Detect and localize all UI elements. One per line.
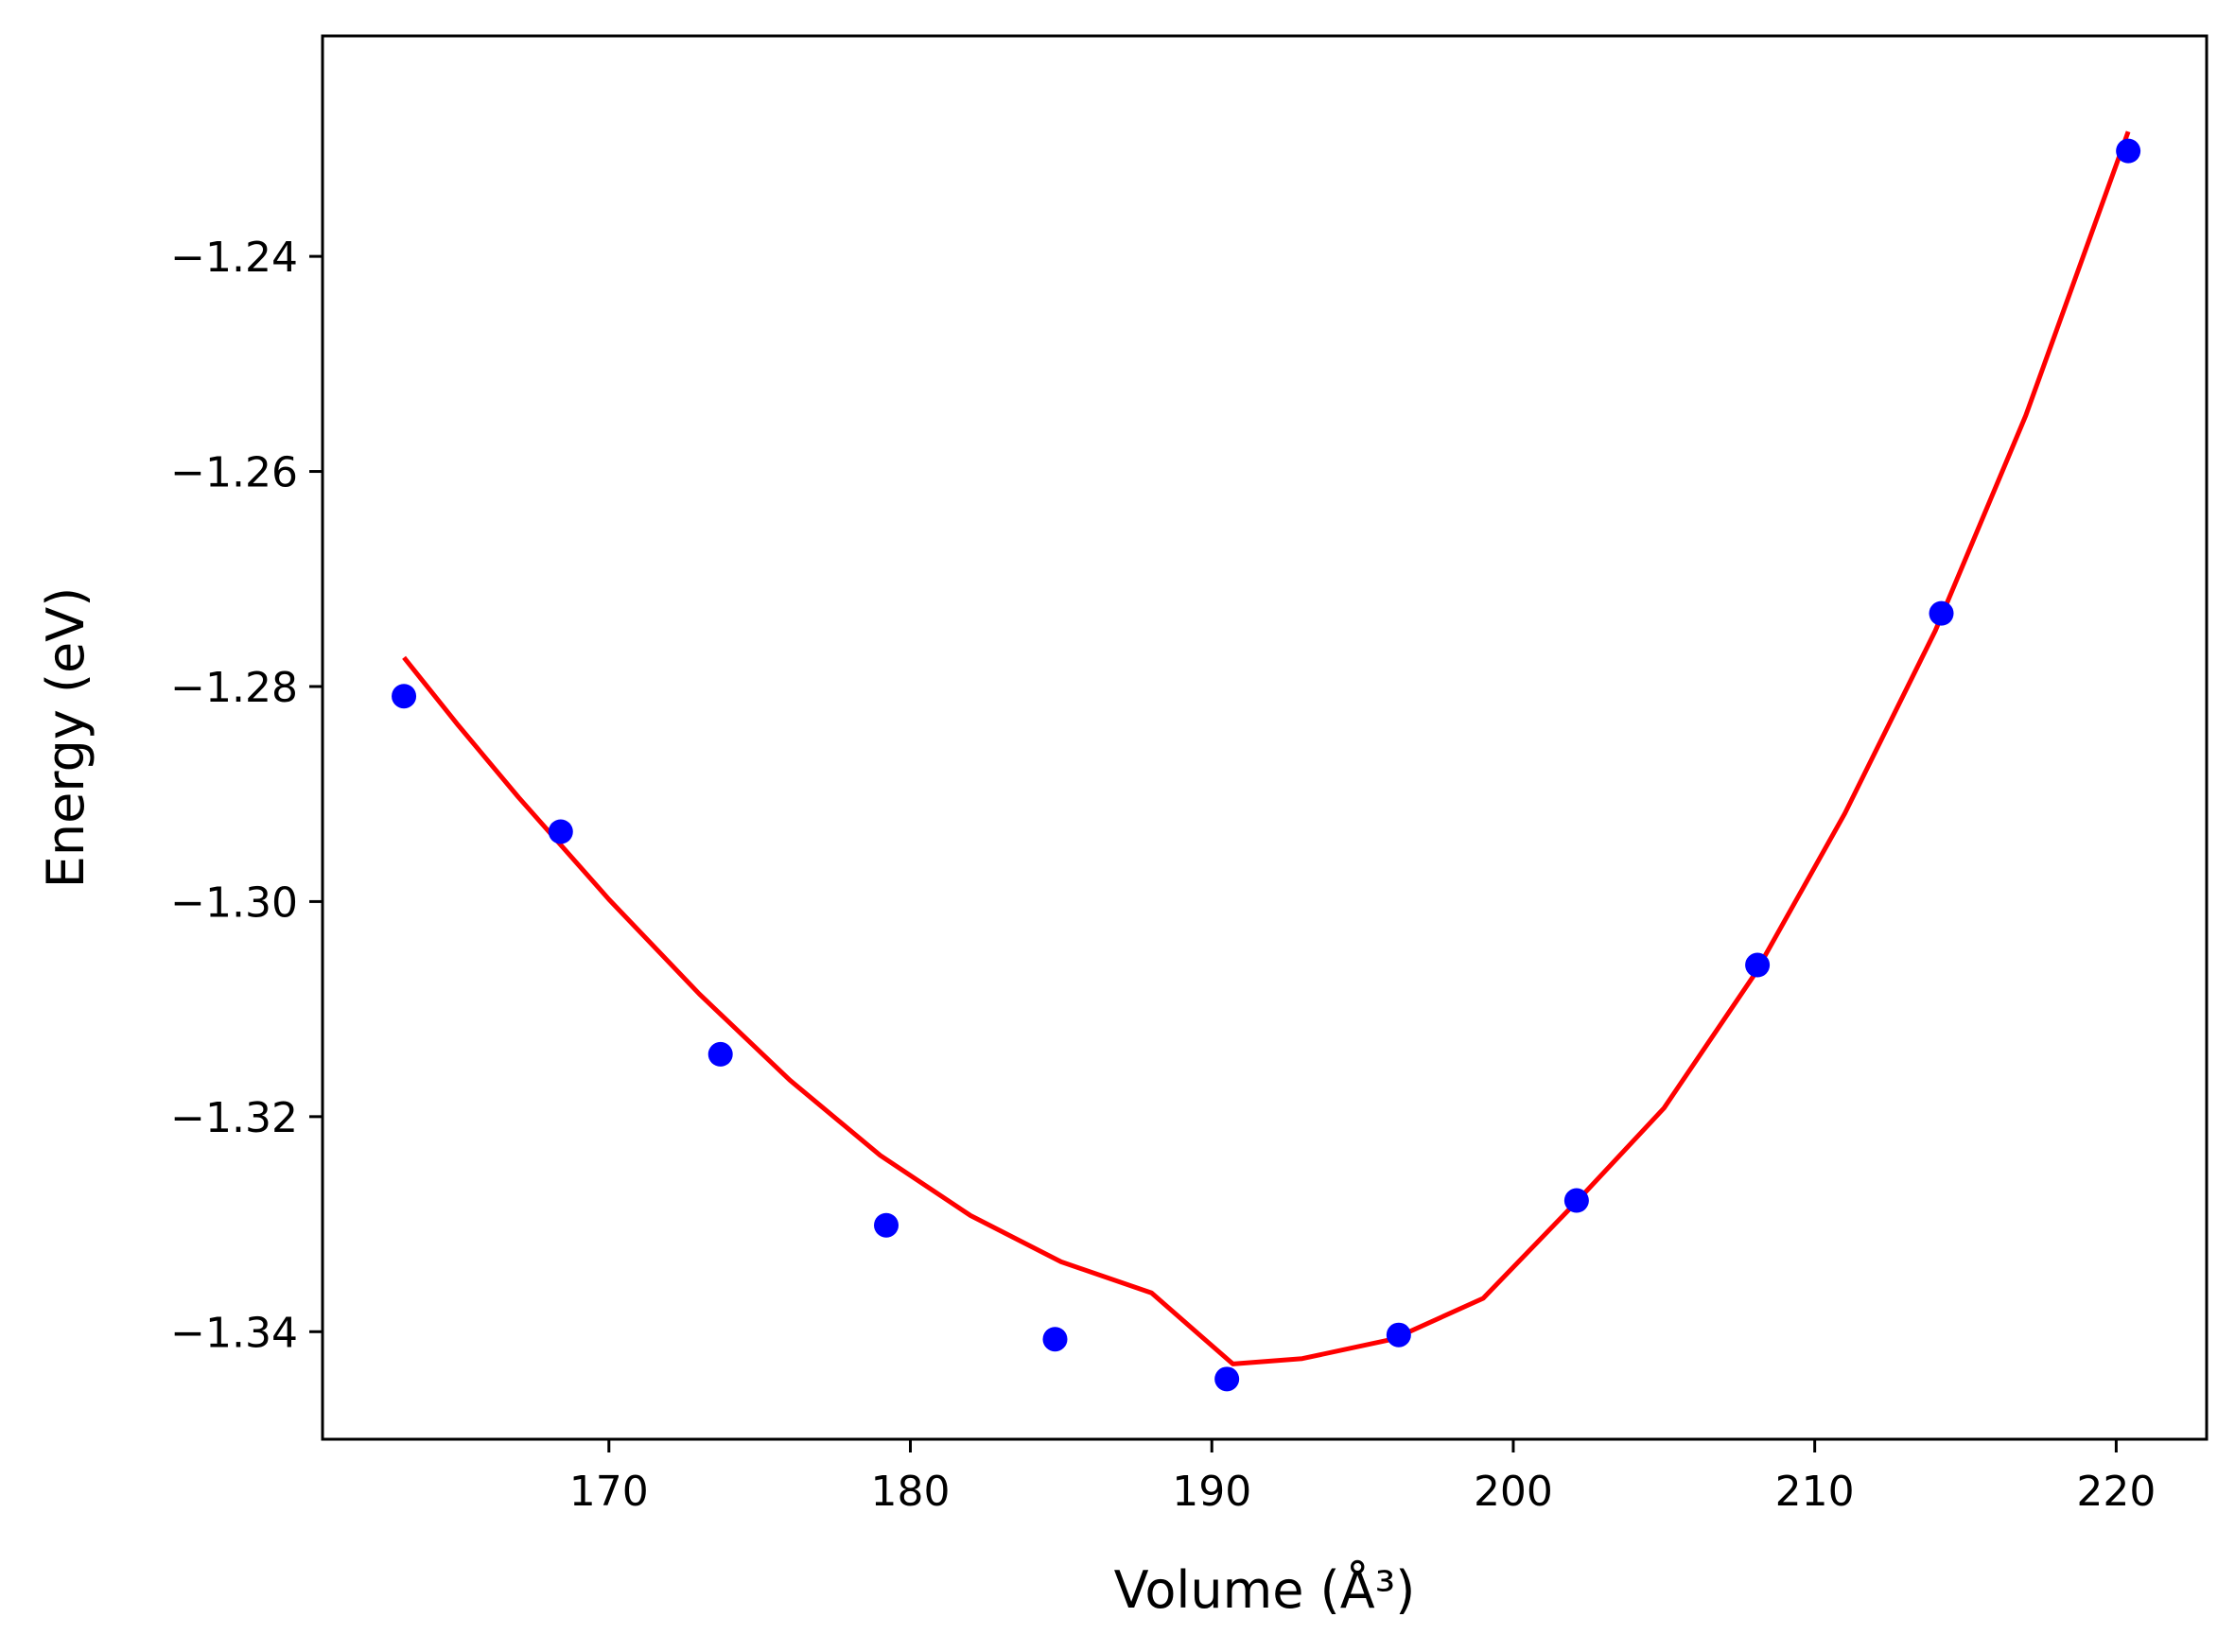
- x-tick-label: 180: [871, 1468, 951, 1516]
- data-point: [707, 1041, 733, 1067]
- x-tick-label: 200: [1474, 1468, 1553, 1516]
- x-tick-label: 220: [2076, 1468, 2156, 1516]
- data-point: [1386, 1322, 1411, 1348]
- y-tick-label: −1.26: [170, 449, 298, 497]
- y-tick-label: −1.28: [170, 664, 298, 712]
- y-axis-ticks: −1.34 −1.32 −1.30 −1.28 −1.26 −1.24: [170, 234, 323, 1357]
- data-point: [1929, 600, 1954, 626]
- x-axis-label: Volume (Å³): [1114, 1559, 1416, 1620]
- y-tick-label: −1.34: [170, 1309, 298, 1357]
- x-tick-label: 210: [1775, 1468, 1855, 1516]
- y-tick-label: −1.24: [170, 234, 298, 282]
- axes-frame: [321, 34, 2209, 1441]
- data-point: [1563, 1188, 1589, 1213]
- data-point: [1745, 952, 1771, 978]
- plot-area: [392, 130, 2141, 1392]
- fit-line: [402, 130, 2131, 1366]
- y-tick-label: −1.30: [170, 878, 298, 927]
- y-axis-label: Energy (eV): [36, 587, 96, 889]
- data-point: [1214, 1366, 1240, 1392]
- data-point: [2116, 138, 2141, 164]
- plot-inner: [392, 130, 2141, 1392]
- x-tick-label: 170: [569, 1468, 649, 1516]
- data-point: [874, 1212, 899, 1238]
- x-axis-ticks: 170 180 190 200 210 220: [569, 1439, 2156, 1516]
- y-tick-label: −1.32: [170, 1094, 298, 1142]
- data-point: [392, 684, 417, 709]
- data-point: [548, 819, 573, 844]
- x-tick-label: 190: [1172, 1468, 1251, 1516]
- data-point: [1042, 1327, 1068, 1352]
